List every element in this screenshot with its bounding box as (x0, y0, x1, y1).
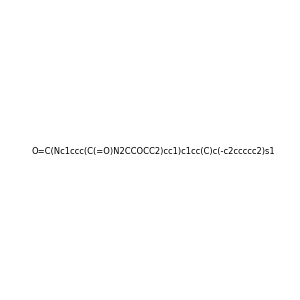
Text: O=C(Nc1ccc(C(=O)N2CCOCC2)cc1)c1cc(C)c(-c2ccccc2)s1: O=C(Nc1ccc(C(=O)N2CCOCC2)cc1)c1cc(C)c(-c… (32, 147, 276, 156)
